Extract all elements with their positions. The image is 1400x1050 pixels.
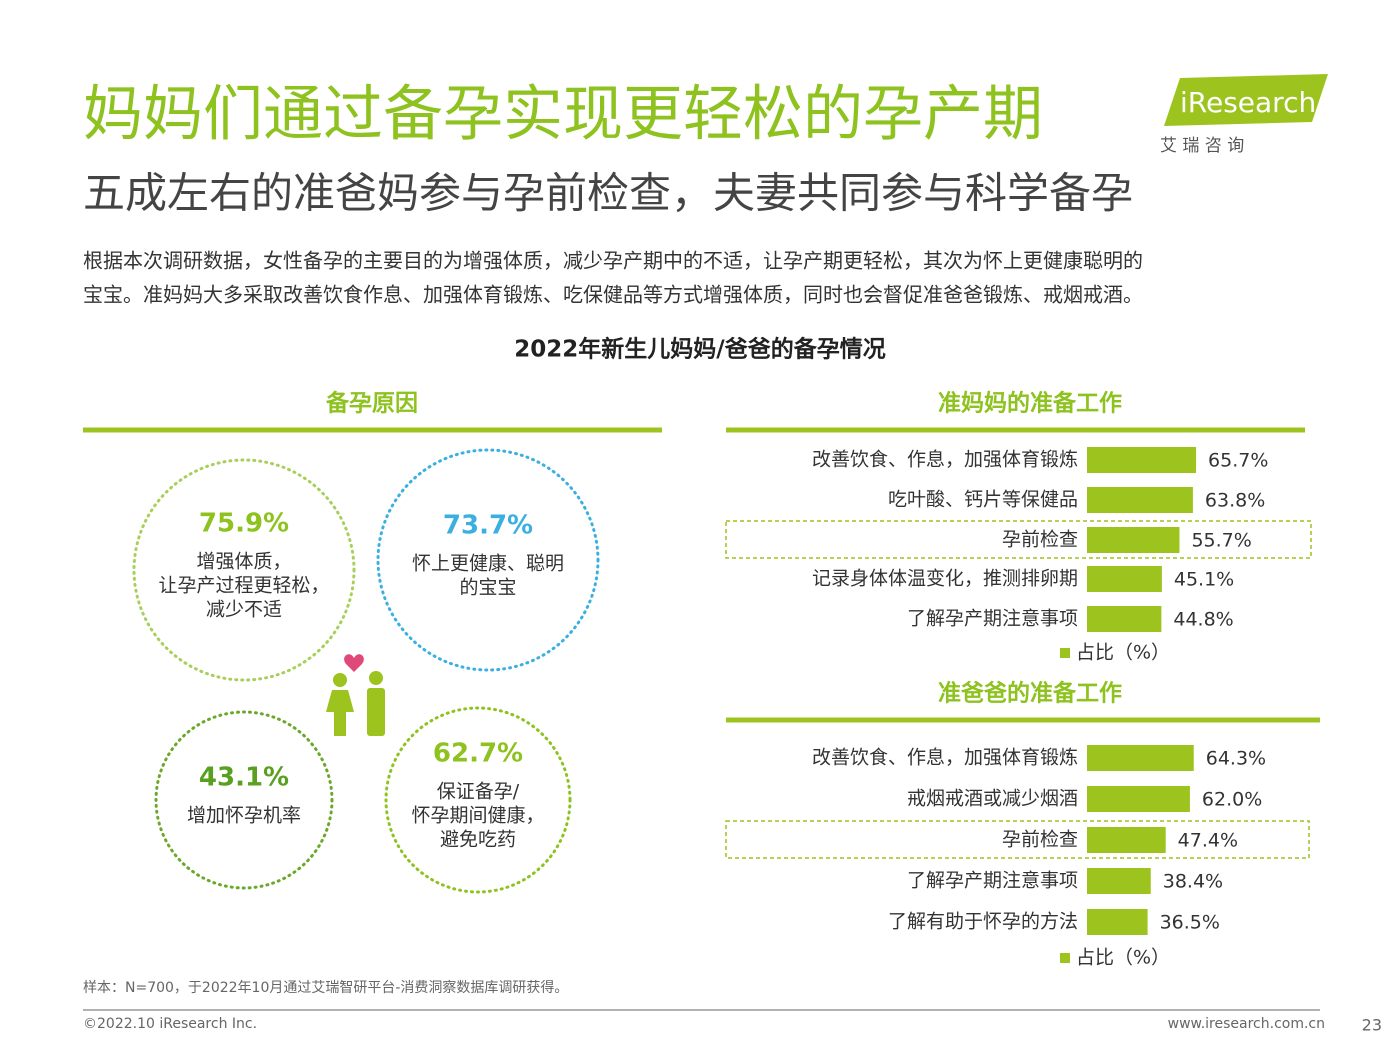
bar [1087,786,1190,812]
reason-text: 怀孕期间健康， [411,805,544,827]
value-label: 36.5% [1160,912,1220,934]
category-label: 吃叶酸、钙片等保健品 [888,489,1078,511]
category-label: 改善饮食、作息，加强体育锻炼 [812,747,1078,769]
category-label: 了解孕产期注意事项 [907,608,1078,630]
reasons-title: 备孕原因 [325,390,418,417]
bar [1087,868,1151,894]
logo: iResearch [1180,86,1316,119]
logo-cn: 艾 瑞 咨 询 [1160,136,1244,156]
bar [1087,606,1162,632]
page-number: 23 [1362,1016,1382,1035]
bar [1087,909,1148,935]
legend-swatch [1060,953,1070,963]
couple-icon [326,654,385,736]
reason-text: 减少不适 [206,599,282,621]
value-label: 38.4% [1163,871,1223,893]
bar [1087,827,1166,853]
value-label: 45.1% [1174,569,1234,591]
subtitle: 五成左右的准爸妈参与孕前检查，夫妻共同参与科学备孕 [83,169,1133,218]
reason-text: 增加怀孕机率 [187,805,301,827]
category-label: 孕前检查 [1002,529,1078,551]
reason-text: 让孕产过程更轻松， [158,575,329,597]
value-label: 62.0% [1202,789,1262,811]
value-label: 44.8% [1173,609,1233,631]
category-label: 孕前检查 [1002,829,1078,851]
legend-label: 占比（%） [1076,642,1170,664]
reason-value: 62.7% [433,739,523,769]
chart-title: 准爸爸的准备工作 [938,680,1122,707]
highlight-box [725,820,1310,859]
category-label: 改善饮食、作息，加强体育锻炼 [812,449,1078,471]
reason-circle [132,458,356,682]
reason-text: 的宝宝 [459,577,516,599]
copyright: ©2022.10 iResearch Inc. [83,1016,257,1032]
reason-circle [376,448,600,672]
reason-value: 75.9% [199,509,289,539]
bar [1087,527,1180,553]
value-label: 63.8% [1205,490,1265,512]
title: 妈妈们通过备孕实现更轻松的孕产期 [83,80,1043,150]
category-label: 了解有助于怀孕的方法 [888,911,1078,933]
logo-bg [1164,74,1328,126]
reason-text: 保证备孕/ [437,781,520,803]
reason-value: 73.7% [443,511,533,541]
url: www.iresearch.com.cn [1168,1016,1325,1032]
chart-title: 准妈妈的准备工作 [938,390,1122,417]
bar [1087,487,1193,513]
bar [1087,745,1194,771]
figure-title: 2022年新生儿妈妈/爸爸的备孕情况 [514,336,885,363]
highlight-box [725,520,1312,559]
value-label: 47.4% [1178,830,1238,852]
reason-circle [384,706,572,894]
intro-line: 根据本次调研数据，女性备孕的主要目的为增强体质，减少孕产期中的不适，让孕产期更轻… [83,249,1143,273]
value-label: 65.7% [1208,450,1268,472]
category-label: 记录身体体温变化，推测排卵期 [812,568,1078,590]
reason-circle [154,710,334,890]
bar [1087,447,1197,473]
legend-swatch [1060,648,1070,658]
value-label: 64.3% [1206,748,1266,770]
legend-label: 占比（%） [1076,947,1170,969]
bar [1087,566,1162,592]
reason-text: 怀上更健康、聪明 [412,553,564,575]
reason-text: 避免吃药 [440,829,516,851]
category-label: 戒烟戒酒或减少烟酒 [907,788,1078,810]
reason-text: 增强体质， [196,551,291,573]
reason-value: 43.1% [199,763,289,793]
value-label: 55.7% [1191,530,1251,552]
note: 样本：N=700，于2022年10月通过艾瑞智研平台-消费洞察数据库调研获得。 [83,979,568,996]
category-label: 了解孕产期注意事项 [907,870,1078,892]
intro-line: 宝宝。准妈妈大多采取改善饮食作息、加强体育锻炼、吃保健品等方式增强体质，同时也会… [83,283,1143,307]
